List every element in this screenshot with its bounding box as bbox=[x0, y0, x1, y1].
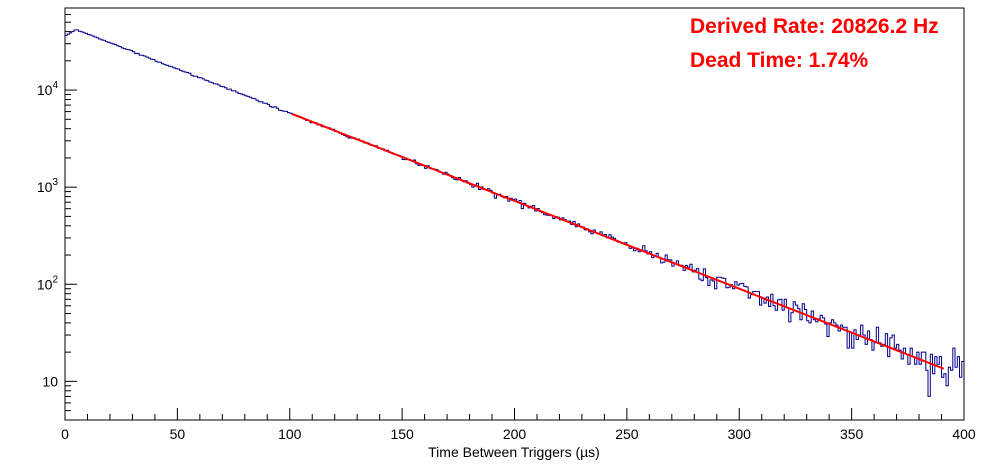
x-tick-label: 200 bbox=[503, 426, 527, 442]
stats-box: Derived Rate: 20826.2 Hz Dead Time: 1.74… bbox=[690, 10, 939, 78]
x-tick-label: 50 bbox=[170, 426, 186, 442]
x-tick-label: 100 bbox=[278, 426, 302, 442]
dead-time-text: Dead Time: 1.74% bbox=[690, 49, 869, 72]
derived-rate-text: Derived Rate: 20826.2 Hz bbox=[690, 15, 939, 38]
x-tick-label: 350 bbox=[840, 426, 864, 442]
y-tick-label: 10 bbox=[42, 373, 58, 389]
x-axis-label: Time Between Triggers (µs) bbox=[428, 444, 600, 460]
y-tick-label: 102 bbox=[37, 274, 59, 292]
y-tick-label: 103 bbox=[37, 177, 59, 195]
x-tick-label: 300 bbox=[728, 426, 752, 442]
histogram-line bbox=[65, 29, 964, 397]
fit-line bbox=[291, 112, 945, 370]
x-tick-label: 0 bbox=[61, 426, 69, 442]
y-tick-label: 104 bbox=[37, 80, 59, 98]
x-tick-label: 150 bbox=[390, 426, 414, 442]
x-tick-label: 400 bbox=[952, 426, 976, 442]
x-tick-label: 250 bbox=[615, 426, 639, 442]
